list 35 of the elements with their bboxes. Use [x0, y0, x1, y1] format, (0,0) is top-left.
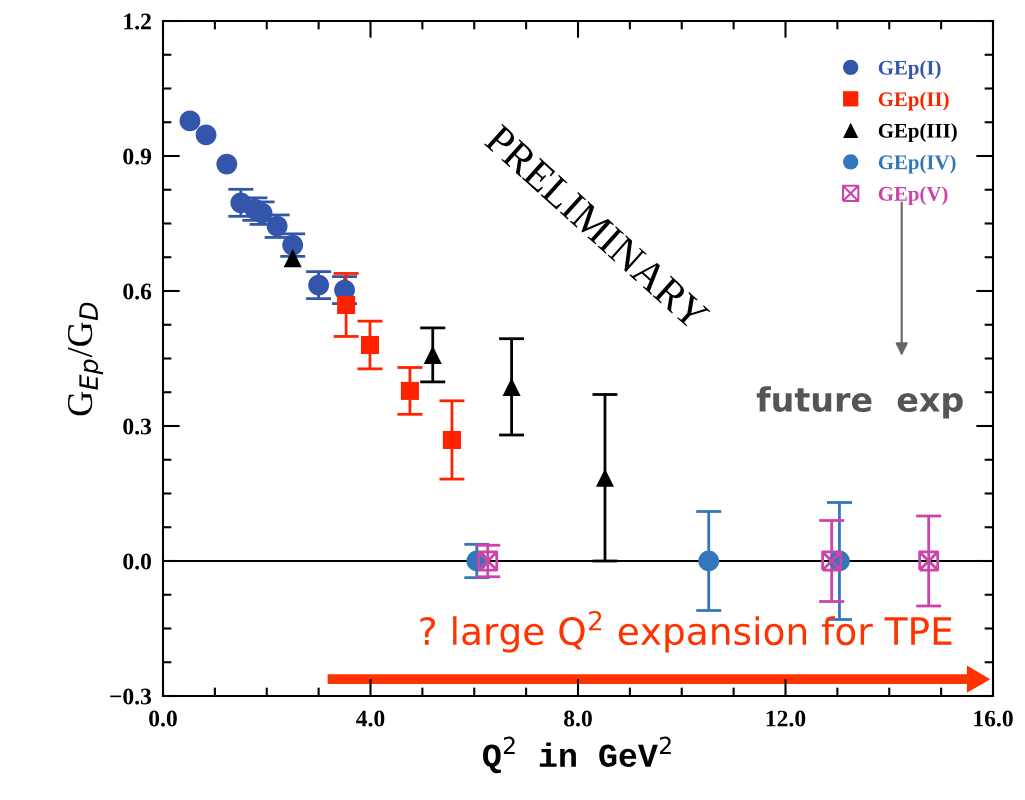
point: [360, 335, 380, 355]
point: [308, 274, 330, 296]
x-tick-label: 16.0: [974, 710, 1013, 727]
point: [698, 550, 720, 572]
legend-label: GEp(III): [878, 123, 957, 143]
point: [195, 124, 217, 146]
y-tick-label: 0.0: [123, 553, 151, 570]
point: [477, 550, 499, 572]
point: [179, 110, 201, 132]
x-tick-label: 0.0: [149, 710, 177, 727]
point: [423, 345, 442, 364]
legend-label: GEp(IV): [878, 154, 956, 174]
y-tick-label: 0.9: [123, 148, 152, 165]
point: [502, 377, 521, 396]
legend-label: GEp(V): [878, 186, 948, 206]
y-tick-label: 0.3: [123, 418, 152, 435]
x-tick-label: 4.0: [356, 710, 385, 727]
annotation: ? large Q$^{2}$ expansion for TPE: [420, 610, 952, 653]
legend-label: GEp(I): [878, 60, 941, 80]
legend-label: GEp(II): [878, 91, 949, 111]
point: [337, 295, 356, 314]
y-axis-title: G$_{Ep}$/G$_{D}$: [67, 302, 104, 416]
point: [442, 430, 461, 449]
point: [283, 249, 302, 268]
annotation: future exp: [756, 386, 963, 419]
x-axis-title: Q$^{2}$ in GeV$^{2}$: [483, 736, 671, 774]
y-tick-label: −0.3: [110, 688, 152, 705]
point: [918, 550, 940, 572]
point: [216, 153, 238, 175]
y-tick-label: 0.6: [123, 283, 152, 300]
point: [821, 550, 843, 572]
x-tick-label: 8.0: [564, 710, 592, 727]
x-tick-label: 12.0: [766, 710, 806, 727]
y-tick-label: 1.2: [124, 13, 151, 30]
point: [400, 381, 419, 400]
